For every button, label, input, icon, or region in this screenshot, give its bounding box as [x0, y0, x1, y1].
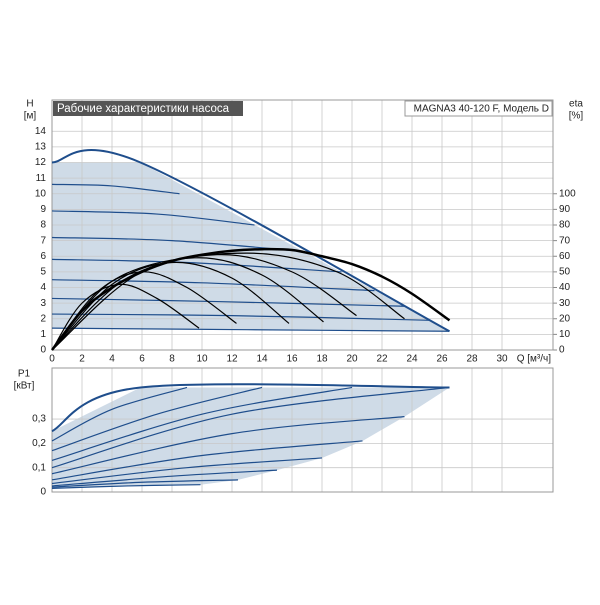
curve — [51, 210, 255, 226]
model-label: MAGNA3 40-120 F, Модель D — [414, 104, 549, 115]
y2-label: eta — [569, 99, 583, 110]
x-tick-label: 18 — [316, 354, 328, 365]
y-label: P1 — [18, 369, 31, 380]
model-box — [404, 100, 553, 117]
x-tick-label: 12 — [226, 354, 238, 365]
y-tick-label: 4 — [40, 282, 46, 293]
curve — [51, 469, 278, 487]
y-tick-label: 1 — [40, 329, 46, 340]
curve — [51, 386, 450, 469]
curve — [51, 386, 188, 442]
x-tick-label: 24 — [406, 354, 418, 365]
title-box — [53, 101, 243, 116]
curve — [51, 386, 353, 461]
y-tick-label: 0,3 — [32, 414, 46, 425]
y-tick-label: 0,2 — [32, 438, 46, 449]
plot-frame — [51, 367, 554, 493]
x-tick-label: 6 — [139, 354, 145, 365]
curve — [51, 479, 239, 488]
x-tick-label: 20 — [346, 354, 358, 365]
y-tick-label: 6 — [40, 251, 46, 262]
curve — [51, 416, 405, 475]
x-tick-label: 4 — [109, 354, 115, 365]
y-tick-label: 3 — [40, 298, 46, 309]
curve — [51, 327, 450, 332]
y-tick-label: 9 — [40, 204, 46, 215]
y2-tick-label: 60 — [559, 251, 571, 262]
y2-tick-label: 80 — [559, 220, 571, 231]
y-tick-label: 0 — [40, 345, 46, 356]
x-tick-label: 30 — [496, 354, 508, 365]
y-tick-label: 7 — [40, 235, 46, 246]
chart-title: Рабочие характеристики насоса — [57, 103, 230, 115]
curve — [51, 279, 375, 292]
y-tick-label: 0,1 — [32, 462, 46, 473]
y-tick-label: 12 — [35, 157, 47, 168]
curve — [51, 386, 263, 452]
curve — [51, 457, 323, 485]
y-unit: [м] — [24, 111, 37, 122]
x-tick-label: 2 — [79, 354, 85, 365]
plot-frame — [51, 99, 554, 351]
y-tick-label: 11 — [36, 173, 47, 184]
y-tick-label: 0 — [40, 487, 46, 498]
curve — [51, 149, 450, 333]
y2-tick-label: 50 — [559, 267, 571, 278]
y-tick-label: 13 — [35, 142, 47, 153]
curve — [51, 484, 201, 489]
x-tick-label: 14 — [256, 354, 268, 365]
y-tick-label: 5 — [40, 267, 46, 278]
curve — [51, 261, 290, 351]
y2-tick-label: 10 — [559, 329, 571, 340]
y-label: H — [26, 99, 33, 110]
x-tick-label: 10 — [196, 354, 208, 365]
y-tick-label: 14 — [35, 126, 47, 137]
y-tick-label: 2 — [40, 313, 46, 324]
x-tick-label: 8 — [169, 354, 175, 365]
x-tick-label: 26 — [436, 354, 448, 365]
y2-tick-label: 70 — [559, 235, 571, 246]
curve — [51, 257, 324, 351]
curve — [51, 252, 405, 351]
x-tick-label: 28 — [466, 354, 478, 365]
curve — [51, 440, 363, 481]
y-tick-label: 10 — [35, 188, 47, 199]
y2-tick-label: 20 — [559, 313, 571, 324]
curve — [51, 313, 431, 321]
y-unit: [кВт] — [14, 381, 35, 392]
x-tick-label: 0 — [49, 354, 55, 365]
y2-tick-label: 40 — [559, 282, 571, 293]
x-axis-label: Q [м³/ч] — [517, 354, 552, 365]
y2-tick-label: 90 — [559, 204, 571, 215]
curve — [51, 383, 450, 433]
y2-tick-label: 100 — [559, 188, 576, 199]
curve — [51, 247, 451, 351]
curve — [51, 183, 180, 195]
y-tick-label: 8 — [40, 220, 46, 231]
x-tick-label: 16 — [286, 354, 298, 365]
y2-tick-label: 30 — [559, 298, 571, 309]
y2-tick-label: 0 — [559, 345, 565, 356]
y2-unit: [%] — [569, 111, 584, 122]
x-tick-label: 22 — [376, 354, 388, 365]
